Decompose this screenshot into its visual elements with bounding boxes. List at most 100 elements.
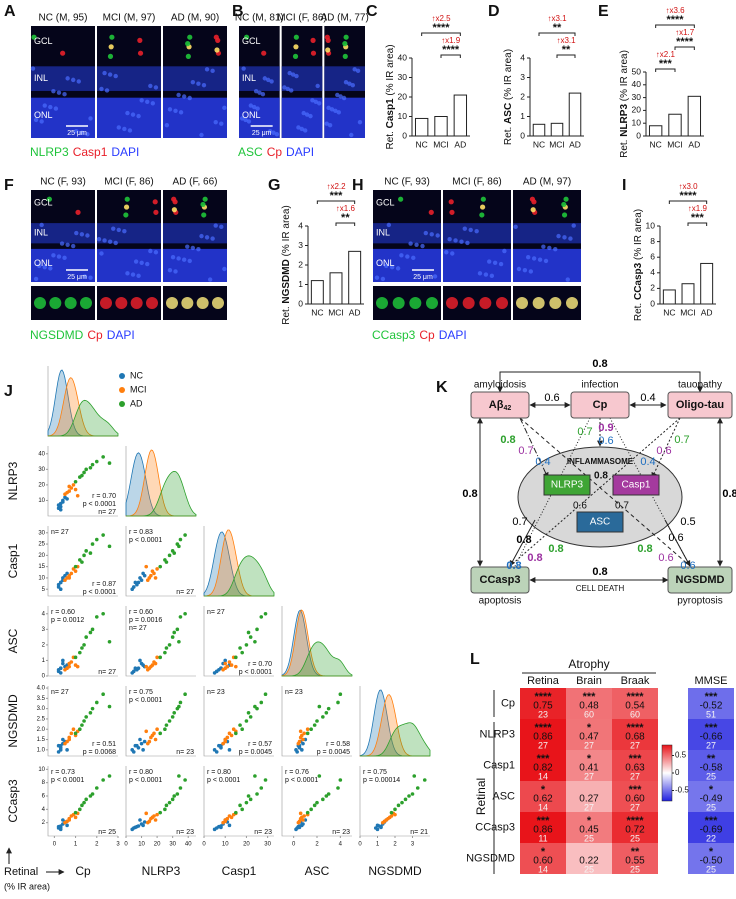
- cell-value: 0.82: [533, 763, 553, 774]
- nucleus: [355, 68, 361, 74]
- y-tick-label: 30: [38, 467, 45, 473]
- node-label: NGSDMD: [676, 574, 725, 586]
- point: [167, 643, 172, 647]
- edge: [664, 519, 691, 567]
- nucleus: [181, 257, 187, 262]
- nucleus: [79, 130, 85, 135]
- inset-signal: [516, 297, 528, 309]
- y-tick-label: 20: [398, 91, 408, 101]
- cell-n: 27: [584, 740, 594, 750]
- point: [67, 576, 72, 580]
- nucleus: [541, 244, 546, 249]
- fold-change: ↑x3.6: [665, 6, 685, 15]
- node: [667, 566, 733, 594]
- nucleus: [196, 246, 201, 252]
- y-label-part: Ret.: [633, 300, 644, 321]
- point: [141, 823, 145, 828]
- density: [281, 641, 353, 677]
- marker-signal: [60, 50, 66, 56]
- marker-signal: [123, 212, 129, 218]
- edge-label: 0.6: [668, 532, 683, 544]
- point: [67, 484, 72, 489]
- cell-stars: ***: [705, 691, 719, 703]
- cell-n: 27: [584, 771, 594, 781]
- point: [69, 571, 74, 576]
- point: [336, 786, 340, 790]
- point: [312, 803, 317, 808]
- inset-signal: [34, 297, 46, 309]
- cell-n: 51: [706, 709, 716, 719]
- cell-value: 0.86: [533, 825, 553, 836]
- point: [172, 794, 177, 798]
- layer-label: INL: [242, 73, 256, 83]
- nucleus: [423, 230, 429, 236]
- bar: [568, 92, 582, 137]
- stat-label: p = 0.0012: [51, 617, 84, 624]
- stat-label: p = 0.0045: [317, 749, 350, 756]
- point: [240, 727, 244, 732]
- node-caption: amyloidosis: [474, 380, 526, 391]
- edge-label: 0.4: [640, 456, 655, 468]
- nucleus: [185, 244, 190, 249]
- nucleus: [349, 132, 354, 138]
- nucleus: [204, 67, 210, 72]
- layer-label: INL: [34, 228, 48, 238]
- row-label: ASC: [6, 628, 20, 653]
- cell-n: 25: [630, 833, 640, 843]
- nucleus: [30, 66, 36, 71]
- marker-signal: [529, 196, 536, 202]
- edge-label: 0.8: [637, 543, 652, 555]
- inl-band: [239, 66, 280, 91]
- nucleus: [74, 230, 79, 236]
- cell-axes: [281, 686, 352, 757]
- nucleus: [148, 83, 153, 89]
- nucleus: [219, 224, 224, 230]
- cell-value: 0.72: [625, 825, 645, 836]
- edge-label: 0.8: [548, 543, 563, 555]
- point: [107, 704, 112, 709]
- point: [297, 819, 302, 824]
- heat-cell: [612, 750, 658, 781]
- point: [422, 778, 427, 782]
- nucleus: [285, 86, 291, 92]
- x-tick-label: NC: [650, 139, 662, 149]
- x-tick-label: MCI: [680, 307, 696, 317]
- point: [101, 533, 105, 537]
- marker-signal: [530, 207, 536, 213]
- point: [133, 580, 138, 585]
- y-tick-label: 8: [650, 236, 655, 246]
- y-tick-label: 10: [632, 117, 642, 127]
- cell-death-label: CELL DEATH: [576, 584, 625, 593]
- y-tick-label: 4: [520, 52, 525, 62]
- nucleus: [116, 125, 121, 130]
- point: [94, 537, 99, 542]
- significance: ****: [676, 36, 694, 48]
- nucleus: [267, 129, 273, 134]
- point: [263, 778, 268, 782]
- point: [58, 825, 63, 830]
- nucleus: [333, 108, 338, 114]
- stat-label: r = 0.60: [129, 609, 153, 616]
- panel-header: AD (M, 97): [523, 177, 571, 188]
- edge-label: 0.7: [615, 501, 629, 512]
- node-caption: tauopathy: [678, 380, 722, 391]
- nucleus: [327, 122, 333, 128]
- nucleus: [294, 73, 299, 79]
- inset-signal: [130, 297, 143, 309]
- stat-label: n= 23: [176, 749, 194, 756]
- cell-value: 0.60: [625, 794, 645, 805]
- nucleus: [127, 128, 133, 133]
- panel-label: G: [268, 177, 280, 194]
- panel-header: AD (M, 90): [171, 13, 219, 24]
- fold-change: ↑x3.1: [547, 14, 567, 23]
- bar: [532, 123, 546, 137]
- point: [63, 578, 67, 582]
- point: [263, 692, 268, 697]
- y-label-part: Ret.: [385, 128, 396, 149]
- cell-axes: [47, 686, 118, 757]
- y-tick-label: 0: [298, 298, 303, 308]
- point: [58, 666, 63, 671]
- y-label-part: (% IR area): [633, 209, 644, 263]
- point: [253, 774, 257, 778]
- inl-band: [31, 223, 95, 244]
